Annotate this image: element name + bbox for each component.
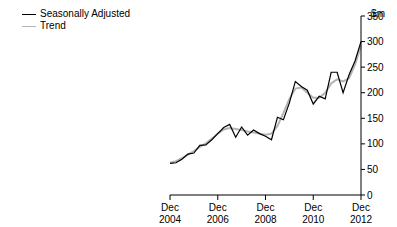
svg-text:250: 250 [367,62,384,73]
svg-text:Dec2012: Dec2012 [350,202,373,223]
svg-text:50: 50 [367,164,379,175]
svg-text:350: 350 [367,11,384,22]
svg-text:Dec2006: Dec2006 [207,202,230,223]
svg-text:200: 200 [367,87,384,98]
svg-text:100: 100 [367,138,384,149]
svg-text:Dec2010: Dec2010 [302,202,325,223]
svg-text:Dec2004: Dec2004 [159,202,182,223]
svg-text:0: 0 [367,190,373,201]
svg-text:150: 150 [367,113,384,124]
svg-text:300: 300 [367,36,384,47]
svg-text:Dec2008: Dec2008 [254,202,277,223]
